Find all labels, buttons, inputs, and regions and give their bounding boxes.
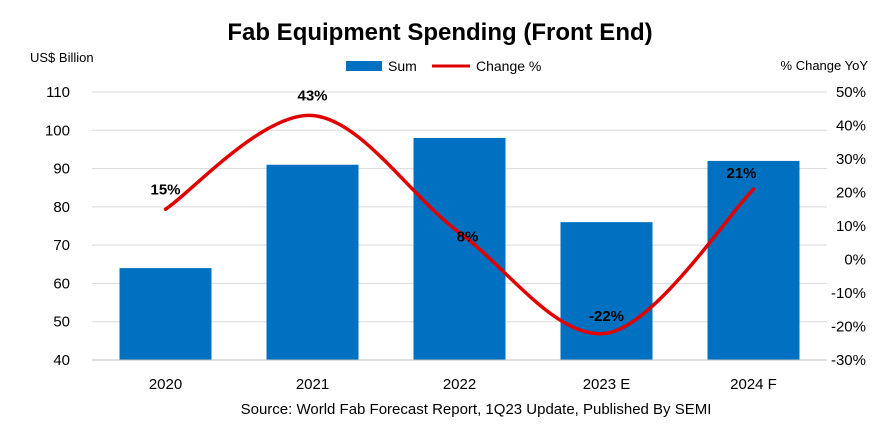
category-label: 2022 <box>443 376 476 393</box>
source-note: Source: World Fab Forecast Report, 1Q23 … <box>241 401 712 418</box>
data-label: 43% <box>297 87 327 104</box>
right-axis-ticks: -30% -20% -10% 0% 10% 20% 30% 40% 50% <box>831 84 866 369</box>
right-tick-label: 10% <box>836 218 866 235</box>
left-tick-label: 50 <box>53 314 70 331</box>
change-point-2024-f <box>753 188 754 190</box>
data-label: -22% <box>589 308 624 325</box>
right-tick-label: 0% <box>844 252 866 269</box>
bar-2020 <box>119 268 212 360</box>
category-label: 2021 <box>296 376 329 393</box>
left-axis-title: US$ Billion <box>30 50 94 65</box>
legend-label-sum: Sum <box>388 58 417 74</box>
left-tick-label: 90 <box>53 161 70 178</box>
bars <box>119 137 800 360</box>
data-label: 21% <box>726 165 756 182</box>
change-point-2023-e <box>606 332 607 334</box>
data-label: 15% <box>150 181 180 198</box>
bar-2024-f <box>707 160 800 360</box>
change-point-2021 <box>312 114 313 116</box>
right-tick-label: -10% <box>831 285 866 302</box>
left-tick-label: 70 <box>53 237 70 254</box>
legend-swatch-sum <box>346 61 382 71</box>
right-tick-label: -30% <box>831 352 866 369</box>
data-label: 8% <box>457 229 479 246</box>
change-line <box>163 113 756 336</box>
left-tick-label: 60 <box>53 275 70 292</box>
legend: Sum Change % <box>346 58 541 74</box>
left-axis-ticks: 40 50 60 70 80 90 100 110 <box>45 84 70 369</box>
bar-2021 <box>266 164 359 360</box>
data-labels: 15% 43% 8% -22% 21% <box>150 87 756 325</box>
left-tick-label: 40 <box>53 352 70 369</box>
right-tick-label: 40% <box>836 118 866 135</box>
left-tick-label: 80 <box>53 199 70 216</box>
bar-2023-e <box>560 222 653 360</box>
change-point-2020 <box>165 208 166 210</box>
right-tick-label: -20% <box>831 319 866 336</box>
chart-title: Fab Equipment Spending (Front End) <box>227 19 652 46</box>
right-tick-label: 30% <box>836 151 866 168</box>
right-tick-label: 50% <box>836 84 866 101</box>
legend-label-change: Change % <box>476 58 541 74</box>
category-label: 2020 <box>149 376 182 393</box>
right-axis-title: % Change YoY <box>781 58 869 73</box>
left-tick-label: 100 <box>45 122 70 139</box>
bar-2022 <box>413 137 506 360</box>
left-tick-label: 110 <box>46 84 70 101</box>
category-label: 2023 E <box>583 376 631 393</box>
category-labels: 2020 2021 2022 2023 E 2024 F <box>149 376 777 393</box>
change-point-2022 <box>459 232 460 234</box>
right-tick-label: 20% <box>836 185 866 202</box>
category-label: 2024 F <box>730 376 777 393</box>
